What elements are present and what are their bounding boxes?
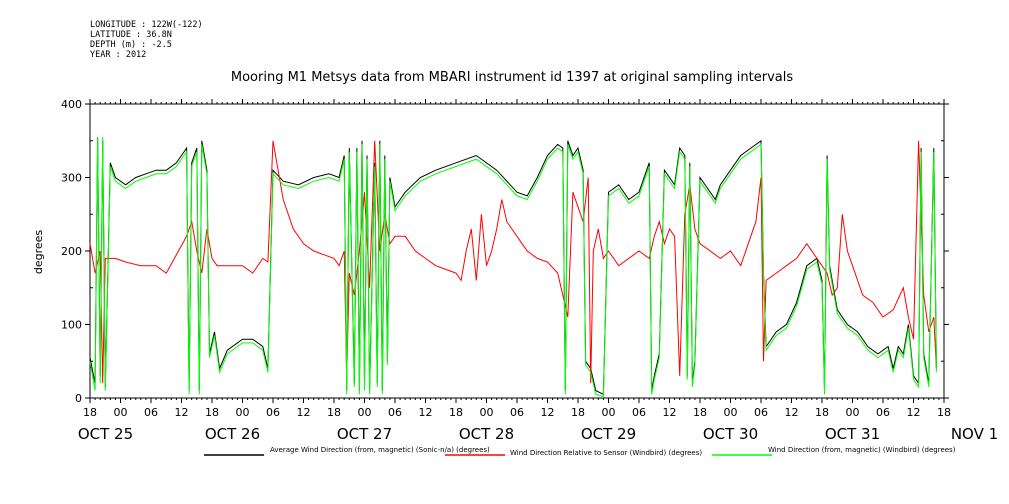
y-tick-label-3: 300 xyxy=(61,172,82,185)
x-tick-label-1: 00 xyxy=(114,406,128,419)
x-tick-label-23: 12 xyxy=(785,406,799,419)
x-tick-label-22: 06 xyxy=(754,406,768,419)
chart-title: Mooring M1 Metsys data from MBARI instru… xyxy=(231,70,793,85)
x-tick-label-17: 00 xyxy=(602,406,616,419)
date-label-7: NOV 1 xyxy=(951,425,998,443)
year-label: YEAR : 2012 xyxy=(90,50,147,60)
x-tick-label-19: 12 xyxy=(663,406,677,419)
y-tick-label-2: 200 xyxy=(61,245,82,258)
date-label-3: OCT 28 xyxy=(459,425,514,443)
date-label-6: OCT 31 xyxy=(825,425,880,443)
x-tick-label-10: 06 xyxy=(388,406,402,419)
x-tick-label-18: 06 xyxy=(632,406,646,419)
longitude-label: LONGITUDE : 122W(-122) xyxy=(90,20,203,30)
x-tick-label-5: 00 xyxy=(236,406,250,419)
x-tick-label-28: 18 xyxy=(937,406,951,419)
series-layer xyxy=(89,137,937,398)
latitude-label: LATITUDE : 36.8N xyxy=(90,30,172,40)
y-tick-label-0: 0 xyxy=(75,392,82,405)
x-tick-label-25: 00 xyxy=(846,406,860,419)
x-tick-label-0: 18 xyxy=(83,406,97,419)
x-tick-label-14: 06 xyxy=(510,406,524,419)
x-tick-label-26: 06 xyxy=(876,406,890,419)
x-tick-label-16: 18 xyxy=(571,406,585,419)
legend-label-0: Average Wind Direction (from, magnetic) … xyxy=(270,446,490,454)
x-tick-label-15: 12 xyxy=(541,406,555,419)
legend-label-1: Wind Direction Relative to Sensor (Windb… xyxy=(510,449,702,457)
x-tick-label-6: 06 xyxy=(266,406,280,419)
x-tick-label-11: 12 xyxy=(419,406,433,419)
x-tick-label-21: 00 xyxy=(724,406,738,419)
x-tick-label-12: 18 xyxy=(449,406,463,419)
date-label-1: OCT 26 xyxy=(205,425,260,443)
x-tick-label-4: 18 xyxy=(205,406,219,419)
date-label-2: OCT 27 xyxy=(337,425,392,443)
axes-layer: 0 100 200 300 400 18 00 06 12 18 00 06 12 18 00 06 12 18 0… xyxy=(61,98,998,443)
y-tick-label-1: 100 xyxy=(61,319,82,332)
x-tick-label-3: 12 xyxy=(175,406,189,419)
plot-frame xyxy=(89,103,945,399)
x-tick-label-9: 00 xyxy=(358,406,372,419)
y-axis-label: degrees xyxy=(32,230,45,275)
legend: Average Wind Direction (from, magnetic) … xyxy=(204,446,956,457)
date-label-4: OCT 29 xyxy=(581,425,636,443)
plot-border xyxy=(89,103,945,399)
date-label-0: OCT 25 xyxy=(78,425,133,443)
x-tick-label-8: 18 xyxy=(327,406,341,419)
series-line-2 xyxy=(89,137,937,398)
x-tick-label-2: 06 xyxy=(144,406,158,419)
date-label-5: OCT 30 xyxy=(703,425,758,443)
x-tick-label-7: 12 xyxy=(297,406,311,419)
y-tick-label-4: 400 xyxy=(61,98,82,111)
x-tick-label-24: 18 xyxy=(815,406,829,419)
metadata-block: LONGITUDE : 122W(-122) LATITUDE : 36.8N … xyxy=(90,20,203,60)
x-tick-label-27: 12 xyxy=(907,406,921,419)
series-line-1 xyxy=(89,140,937,384)
x-tick-label-20: 18 xyxy=(693,406,707,419)
legend-label-2: Wind Direction (from, magnetic) (Windbir… xyxy=(768,446,956,454)
x-tick-label-13: 00 xyxy=(480,406,494,419)
depth-label: DEPTH (m) : -2.5 xyxy=(90,40,172,50)
